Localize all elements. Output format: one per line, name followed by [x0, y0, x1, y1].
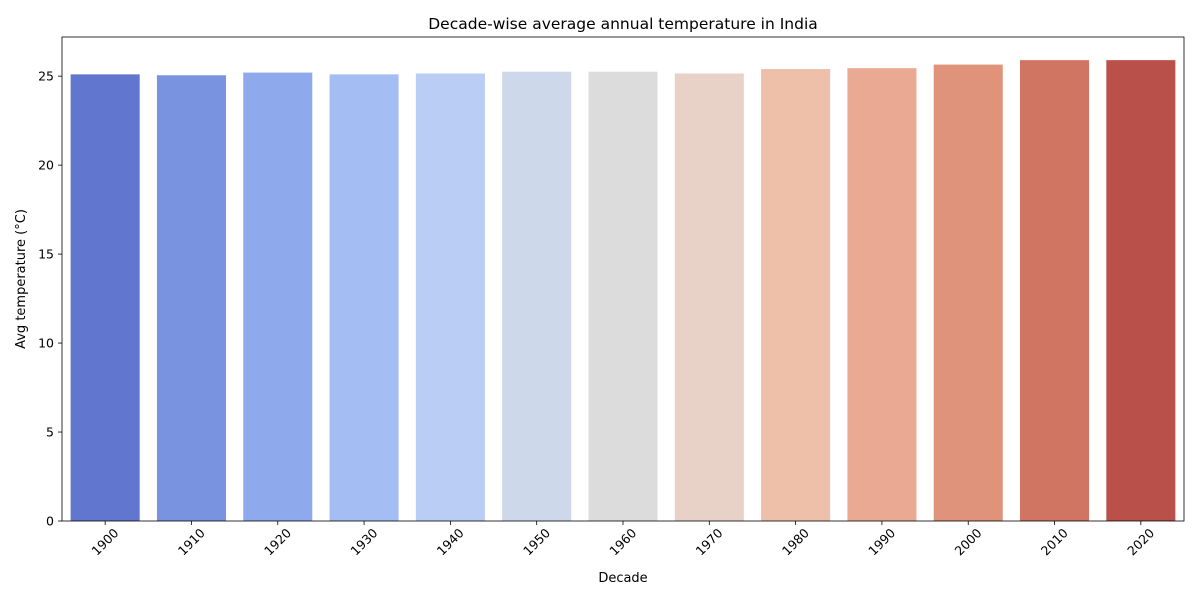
- bar-1920: [243, 72, 313, 522]
- bar-1990: [847, 68, 917, 521]
- x-tick-label: 1950: [520, 525, 553, 558]
- y-axis-ticks: 0 5 10 15 20 25: [38, 69, 62, 529]
- x-axis-ticks: 1900 1910 1920 1930 1940 1950 1960 1970 1980 1990…: [88, 521, 1157, 558]
- x-axis-label: Decade: [598, 571, 647, 586]
- y-tick-label: 5: [46, 425, 54, 440]
- x-tick-label: 2010: [1038, 525, 1071, 558]
- bar-1910: [156, 75, 226, 521]
- bar-1970: [674, 73, 744, 522]
- y-tick-label: 15: [38, 247, 54, 262]
- y-axis-label: Avg temperature (°C): [14, 209, 29, 349]
- bar-1980: [761, 69, 831, 521]
- y-tick-label: 25: [38, 69, 54, 84]
- x-tick-label: 1920: [261, 525, 294, 558]
- y-tick-label: 10: [38, 336, 54, 351]
- chart-title: Decade-wise average annual temperature i…: [428, 15, 818, 33]
- bar-1960: [588, 71, 658, 521]
- x-tick-label: 2020: [1124, 525, 1157, 558]
- x-tick-label: 1910: [175, 525, 208, 558]
- y-tick-label: 20: [38, 158, 54, 173]
- bar-1900: [70, 74, 140, 521]
- bar-2020: [1106, 60, 1176, 521]
- bar-1930: [329, 74, 399, 521]
- x-tick-label: 1970: [693, 525, 726, 558]
- y-tick-label: 0: [46, 514, 54, 529]
- x-tick-label: 1900: [88, 525, 121, 558]
- x-tick-label: 1930: [347, 525, 380, 558]
- bar-2000: [933, 64, 1003, 522]
- x-tick-label: 1990: [865, 525, 898, 558]
- plot-frame: [61, 36, 1185, 522]
- x-tick-label: 1960: [606, 525, 639, 558]
- bars-group: [70, 60, 1176, 522]
- bar-1950: [502, 71, 572, 521]
- bar-2010: [1020, 60, 1090, 521]
- bar-1940: [415, 73, 485, 522]
- x-tick-label: 2000: [951, 525, 984, 558]
- x-tick-label: 1940: [434, 525, 467, 558]
- x-tick-label: 1980: [779, 525, 812, 558]
